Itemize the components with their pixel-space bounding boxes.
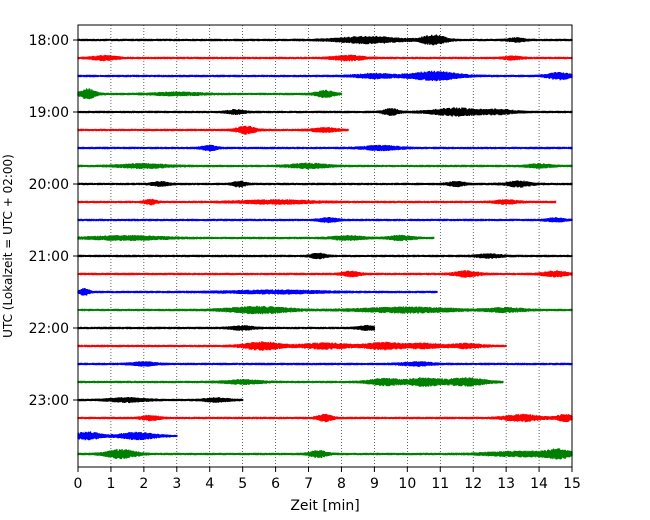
x-tick-label: 10 xyxy=(398,476,416,492)
y-tick-label: 22:00 xyxy=(29,321,69,337)
x-tick-label: 14 xyxy=(530,476,548,492)
y-tick-label: 23:00 xyxy=(29,393,69,409)
x-tick-label: 7 xyxy=(304,476,313,492)
y-axis-label: UTC (Lokalzeit = UTC + 02:00) xyxy=(1,154,15,338)
x-tick-label: 15 xyxy=(563,476,581,492)
x-tick-label: 6 xyxy=(271,476,280,492)
y-tick-label: 21:00 xyxy=(29,249,69,265)
x-tick-label: 11 xyxy=(431,476,449,492)
x-tick-label: 9 xyxy=(370,476,379,492)
y-axis-ticks: 18:00 19:00 20:00 21:00 22:00 23:00 xyxy=(29,33,78,409)
x-axis-ticks: 0 1 2 3 4 5 6 7 8 9 10 11 12 13 14 15 xyxy=(74,467,581,492)
plot-frame xyxy=(77,24,573,468)
x-tick-label: 8 xyxy=(337,476,346,492)
x-tick-label: 1 xyxy=(106,476,115,492)
x-tick-label: 5 xyxy=(238,476,247,492)
x-tick-label: 12 xyxy=(464,476,482,492)
y-tick-label: 19:00 xyxy=(29,105,69,121)
y-tick-label: 20:00 xyxy=(29,177,69,193)
x-axis-label: Zeit [min] xyxy=(290,498,359,514)
x-tick-label: 13 xyxy=(497,476,515,492)
plot-background xyxy=(78,25,572,467)
x-tick-label: 3 xyxy=(172,476,181,492)
x-tick-label: 2 xyxy=(139,476,148,492)
y-tick-label: 18:00 xyxy=(29,33,69,49)
x-tick-label: 0 xyxy=(74,476,83,492)
x-tick-label: 4 xyxy=(205,476,214,492)
